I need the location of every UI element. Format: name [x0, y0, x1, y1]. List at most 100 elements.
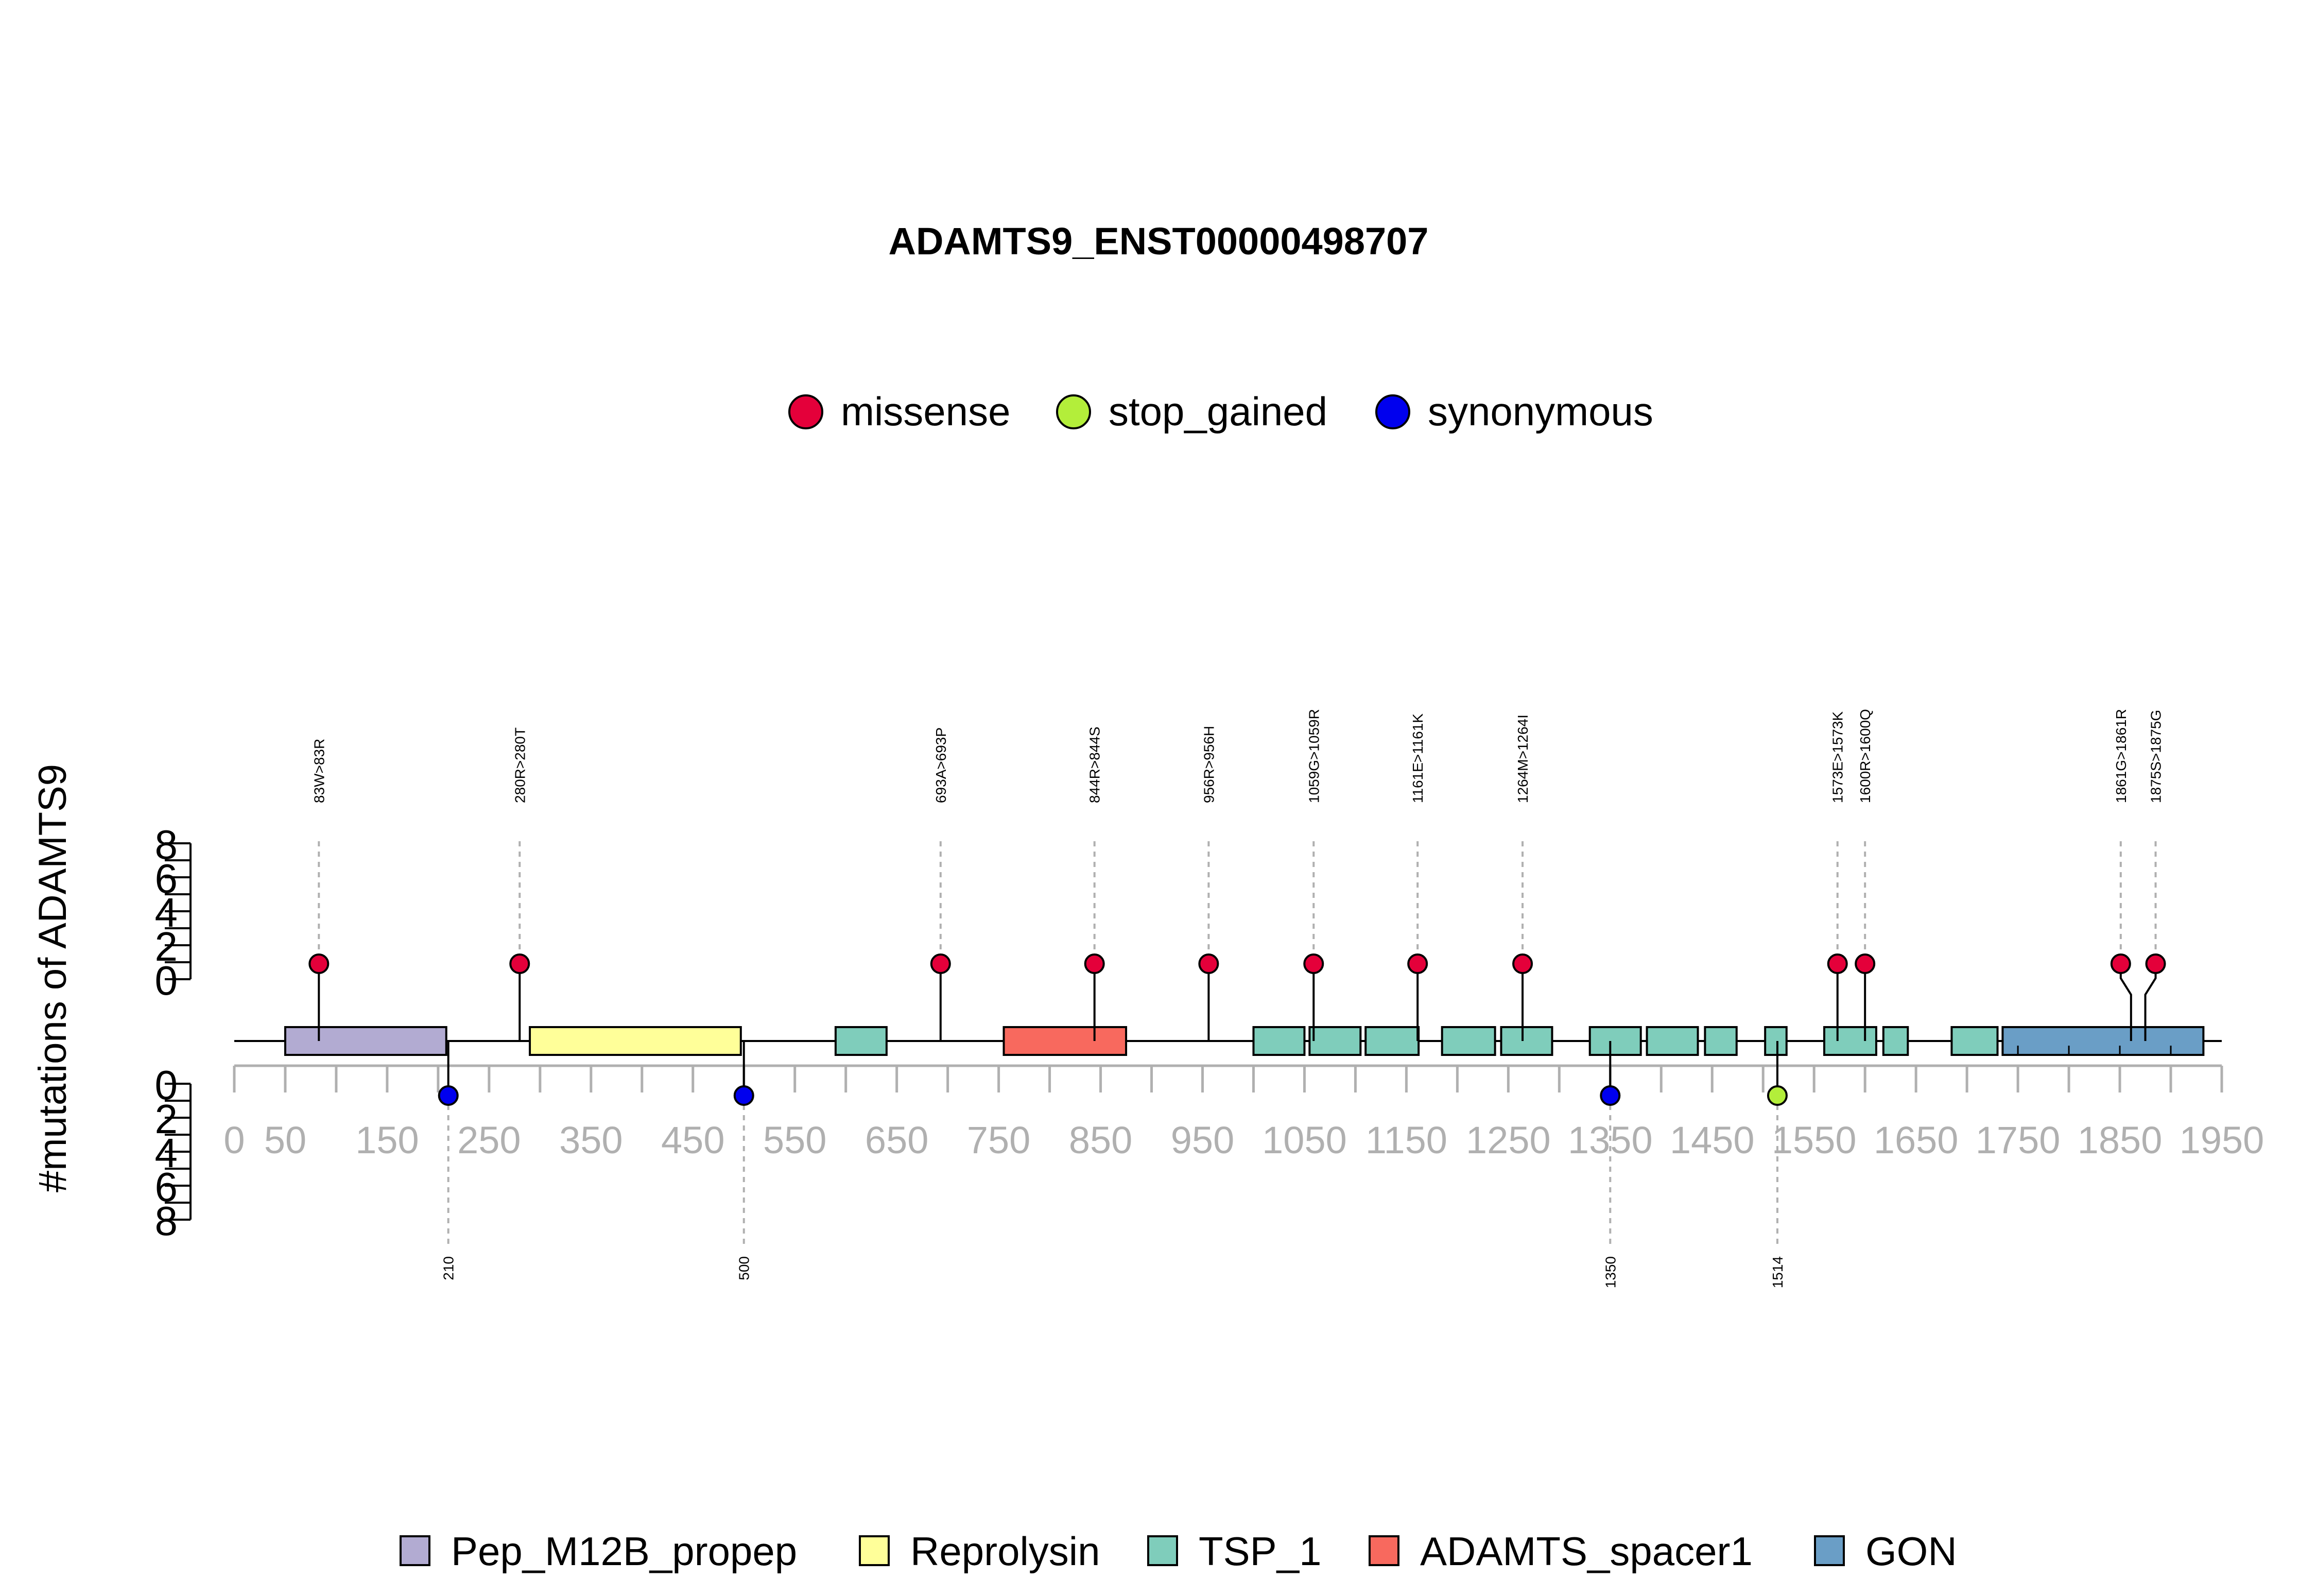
mutation-label: 956R>956H — [1201, 726, 1217, 803]
y-tick-label-bottom: 6 — [155, 1164, 178, 1210]
domain-legend-label: GON — [1865, 1529, 1957, 1574]
domain-box — [1364, 1026, 1420, 1056]
domain-legend-label: Pep_M12B_propep — [451, 1529, 797, 1574]
mutation-lollipop — [308, 953, 330, 974]
mutation-track: 83W>83R 280R>280T 693A>693P 844R>844S 956R>9… — [308, 709, 2166, 1288]
domain-box — [1646, 1026, 1699, 1056]
mutation-label: 83W>83R — [311, 739, 327, 803]
domain-box — [529, 1026, 742, 1056]
x-tick-label: 850 — [1069, 1119, 1132, 1161]
x-tick-label: 1950 — [2180, 1119, 2264, 1161]
y-axis-label: #mutations of ADAMTS9 — [31, 764, 75, 1192]
x-tick-label: 1750 — [1976, 1119, 2061, 1161]
mutation-legend-label: missense — [841, 389, 1010, 434]
mutation-label: 1861G>1861R — [2113, 709, 2129, 803]
x-tick-label: 1550 — [1772, 1119, 1857, 1161]
domain-legend: Pep_M12B_propep Reprolysin TSP_1 ADAMTS_spa… — [400, 1529, 1957, 1574]
x-tick-label: 150 — [355, 1119, 419, 1161]
x-tick-label: 650 — [865, 1119, 928, 1161]
x-tick-label: 1850 — [2078, 1119, 2163, 1161]
mutation-lollipop — [1767, 1085, 1788, 1106]
y-tick-label-bottom: 2 — [155, 1096, 178, 1142]
domain-legend-swatch — [400, 1535, 430, 1566]
chart-title: ADAMTS9_ENST00000498707 — [889, 220, 1429, 263]
mutation-legend-marker — [1056, 394, 1091, 429]
y-tick-label-top: 2 — [155, 924, 178, 969]
mutation-lollipop — [509, 953, 530, 974]
x-tick-label: 1050 — [1262, 1119, 1347, 1161]
x-tick-label: 750 — [967, 1119, 1030, 1161]
mutation-legend-label: synonymous — [1428, 389, 1653, 434]
mutation-label: 1875S>1875G — [2148, 710, 2164, 803]
mutation-label: 1573E>1573K — [1830, 711, 1846, 803]
mutation-label: 1161E>1161K — [1410, 714, 1426, 803]
mutation-label: 500 — [736, 1256, 752, 1280]
mutation-label: 1514 — [1770, 1256, 1786, 1288]
mutation-lollipop — [1512, 953, 1533, 974]
x-tick-label: 1650 — [1874, 1119, 1959, 1161]
domain-box — [1002, 1026, 1128, 1056]
y-tick-label-bottom: 0 — [155, 1062, 178, 1108]
mutation-label: 1600R>1600Q — [1857, 709, 1873, 803]
mutation-label: 210 — [441, 1256, 457, 1280]
x-tick-label: 1450 — [1670, 1119, 1755, 1161]
domain-box — [1764, 1026, 1788, 1056]
mutation-lollipop — [1600, 1085, 1621, 1106]
x-tick-label: 250 — [457, 1119, 521, 1161]
mutation-legend-marker — [788, 394, 823, 429]
domain-legend-label: Reprolysin — [910, 1529, 1100, 1574]
domain-box — [1308, 1026, 1362, 1056]
y-tick-label-top: 8 — [155, 822, 178, 868]
x-tick-label: 50 — [264, 1119, 306, 1161]
domain-box — [1704, 1026, 1738, 1056]
x-tick-label: 450 — [661, 1119, 724, 1161]
mutation-label: 1059G>1059R — [1306, 709, 1322, 803]
mutation-lollipop — [1827, 953, 1848, 974]
domain-box — [1500, 1026, 1553, 1056]
mutation-label: 280R>280T — [512, 727, 528, 803]
domain-track — [284, 1026, 2205, 1056]
domain-box — [1588, 1026, 1642, 1056]
x-tick-label: 0 — [223, 1119, 245, 1161]
domain-box — [284, 1026, 447, 1056]
domain-box — [834, 1026, 888, 1056]
mutation-lollipop — [438, 1085, 459, 1106]
y-tick-label-bottom: 4 — [155, 1130, 178, 1176]
mutation-lollipop — [1198, 953, 1219, 974]
mutation-lollipop — [733, 1085, 754, 1106]
domain-box — [1882, 1026, 1909, 1056]
mutation-label: 1264M>1264I — [1515, 715, 1531, 803]
y-tick-label-top: 0 — [155, 958, 178, 1003]
x-tick-label: 350 — [559, 1119, 623, 1161]
domain-legend-swatch — [859, 1535, 890, 1566]
domain-legend-swatch — [1147, 1535, 1178, 1566]
mutation-lollipop — [930, 953, 951, 974]
mutation-label: 844R>844S — [1087, 726, 1103, 803]
x-tick-label: 1150 — [1365, 1119, 1447, 1161]
mutation-lollipop — [2145, 953, 2166, 974]
y-tick-label-top: 4 — [155, 890, 178, 935]
axes: 0 50 150 250 350 450 550 650 750 850 950 1050 1150 12… — [155, 822, 2264, 1244]
domain-box — [1441, 1026, 1496, 1056]
domain-legend-label: TSP_1 — [1199, 1529, 1321, 1574]
mutation-label: 1350 — [1602, 1256, 1618, 1288]
mutation-lollipop — [1084, 953, 1105, 974]
x-tick-label: 550 — [763, 1119, 826, 1161]
y-tick-label-top: 6 — [155, 856, 178, 901]
mutation-lollipop — [2110, 953, 2131, 974]
domain-box — [1950, 1026, 1999, 1056]
domain-box — [2001, 1026, 2205, 1056]
domain-legend-swatch — [1814, 1535, 1845, 1566]
mutation-legend-label: stop_gained — [1109, 389, 1327, 434]
domain-legend-label: ADAMTS_spacer1 — [1420, 1529, 1753, 1574]
mutation-lollipop — [1407, 953, 1428, 974]
x-tick-label: 1250 — [1466, 1119, 1551, 1161]
mutation-legend: missense stop_gained synonymous — [788, 389, 1653, 434]
mutation-label: 693A>693P — [933, 727, 949, 803]
mutation-legend-marker — [1375, 394, 1410, 429]
y-tick-label-bottom: 8 — [155, 1198, 178, 1244]
mutation-lollipop — [1855, 953, 1876, 974]
domain-legend-swatch — [1369, 1535, 1399, 1566]
x-tick-label: 950 — [1171, 1119, 1234, 1161]
